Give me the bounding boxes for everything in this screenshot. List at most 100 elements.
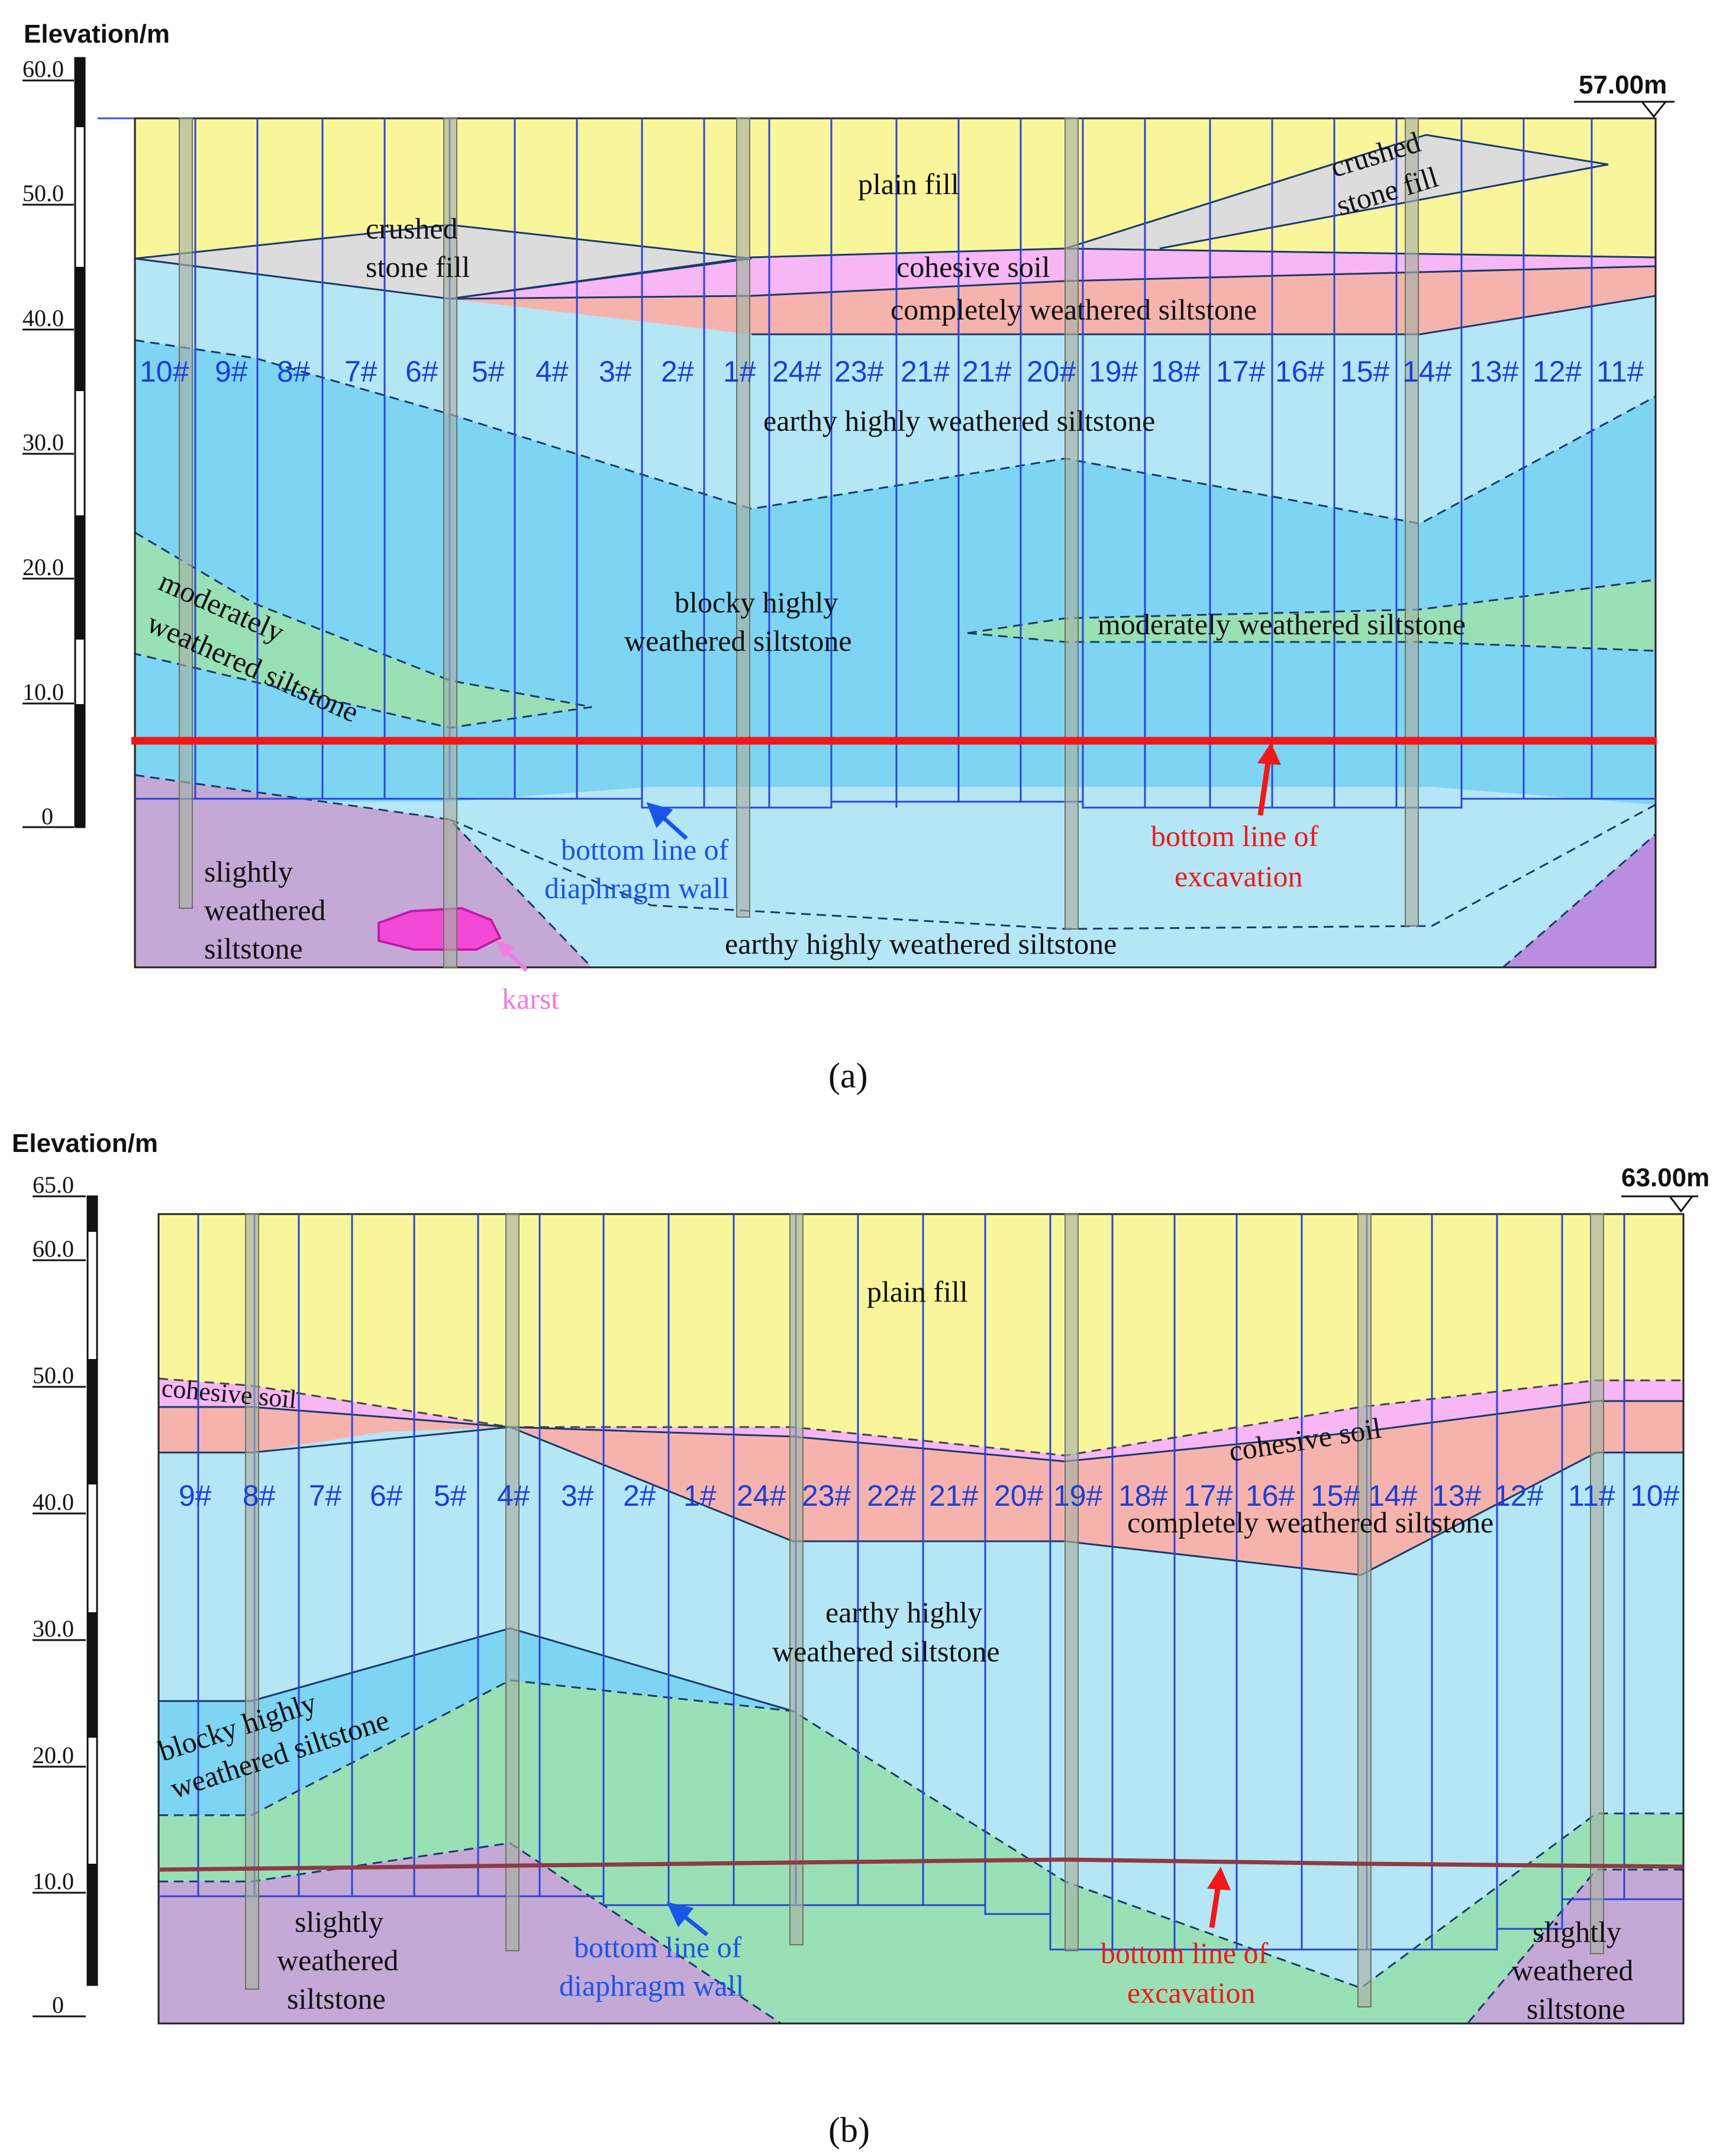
pile-label: 2# xyxy=(623,1479,656,1512)
panel-b-boreholes xyxy=(245,1213,1604,2007)
moderately-weathered-left xyxy=(135,532,592,728)
layer-label-completely-weathered: completely weathered siltstone xyxy=(1127,1506,1493,1539)
panel-b-boundaries xyxy=(157,1213,1685,2025)
layer-label-earthy-2: weathered siltstone xyxy=(772,1635,1000,1668)
diaphragm-line-label-2: diaphragm wall xyxy=(559,1969,744,2002)
pile-label: 21# xyxy=(901,355,950,388)
panel-a-top-elevation-marker: 57.00m xyxy=(98,70,1675,120)
panel-b-scale-bar xyxy=(86,1195,98,1986)
borehole xyxy=(1357,1213,1372,2007)
pile-label: 13# xyxy=(1432,1479,1482,1512)
pile-label: 9# xyxy=(179,1479,212,1512)
scale-tick-label: 40.0 xyxy=(33,1489,74,1515)
layer-label-stone-fill: stone fill xyxy=(366,250,470,283)
pile-label: 19# xyxy=(1053,1479,1103,1512)
pile-label: 12# xyxy=(1494,1479,1544,1512)
panel-a-annotations: bottom line of diaphragm wall bottom lin… xyxy=(496,743,1319,1015)
pile-label: 9# xyxy=(215,355,248,388)
scale-tick-label: 10.0 xyxy=(33,1868,74,1894)
scale-tick-label: 65.0 xyxy=(33,1171,74,1198)
layer-label-slightly-left-3: siltstone xyxy=(287,1982,386,2015)
layer-label-blocky: blocky highly xyxy=(675,586,838,619)
pile-label: 5# xyxy=(434,1479,467,1512)
layer-label-plain-fill: plain fill xyxy=(858,167,959,201)
karst-cavity xyxy=(378,906,502,951)
borehole xyxy=(245,1213,259,1990)
panel-a-scale-bar xyxy=(74,57,86,828)
excavation-bottom-line xyxy=(158,1857,1684,1872)
pile-label: 18# xyxy=(1151,355,1201,388)
diaphragm-line-label: bottom line of xyxy=(574,1931,742,1964)
pile-label: 3# xyxy=(599,355,632,388)
pile-label: 1# xyxy=(723,355,756,388)
pile-label: 6# xyxy=(370,1479,403,1512)
layer-label-crushed: crushed xyxy=(366,212,458,245)
excavation-line-label-2: excavation xyxy=(1127,1976,1256,2009)
slightly-weathered-layer-right xyxy=(1467,1870,1683,2023)
excavation-line-label-2: excavation xyxy=(1175,860,1303,893)
borehole xyxy=(505,1213,520,1951)
pile-label: 18# xyxy=(1118,1479,1168,1512)
borehole xyxy=(789,1213,804,1945)
panel-a-pile-labels: 10# 9# 8# 7# 6# 5# 4# 3# 2# 1# 24# 23# 2… xyxy=(140,355,1644,388)
top-elevation-label: 57.00m xyxy=(1579,70,1667,99)
pile-label: 21# xyxy=(962,355,1012,388)
layer-label-slightly-2: weathered xyxy=(204,893,325,927)
pile-label: 15# xyxy=(1311,1479,1360,1512)
panel-a-caption: (a) xyxy=(828,1056,868,1095)
pile-label: 19# xyxy=(1089,355,1138,388)
scale-tick-label: 20.0 xyxy=(22,554,64,580)
scale-tick-label: 60.0 xyxy=(33,1235,74,1262)
crushed-stone-fill-right xyxy=(1065,135,1608,248)
pile-label: 10# xyxy=(1630,1479,1680,1512)
scale-tick-label: 30.0 xyxy=(33,1615,74,1642)
layer-label-earthy-highly-weathered: earthy highly weathered siltstone xyxy=(763,404,1155,437)
pile-label: 16# xyxy=(1275,355,1325,388)
panel-a-elevation-label: Elevation/m xyxy=(24,20,170,49)
panel-b-annotations: bottom line of diaphragm wall bottom lin… xyxy=(559,1867,1269,2009)
pile-label: 1# xyxy=(683,1479,717,1512)
layer-label-moderately-right: moderately weathered siltstone xyxy=(1098,608,1466,641)
panel-a-strata xyxy=(135,118,1656,967)
below-excavation-earthy-band xyxy=(135,743,1656,772)
pile-label: 16# xyxy=(1246,1479,1295,1512)
pile-label: 17# xyxy=(1183,1479,1233,1512)
panel-a: Elevation/m 60.0 50.0 40.0 30.0 20.0 10.… xyxy=(22,20,1675,1095)
scale-tick-label: 0 xyxy=(52,1992,64,2018)
slightly-weathered-layer-left xyxy=(159,1843,781,2023)
scale-tick-label: 60.0 xyxy=(22,56,64,82)
layer-label-slightly-right: slightly xyxy=(1533,1915,1621,1948)
panel-b-elevation-label: Elevation/m xyxy=(12,1129,158,1158)
moderately-weathered-right xyxy=(967,580,1656,651)
pile-label: 14# xyxy=(1368,1479,1418,1512)
pile-label: 4# xyxy=(535,355,569,388)
layer-label-slightly-right-3: siltstone xyxy=(1527,1992,1625,2025)
panel-b-caption: (b) xyxy=(828,2110,870,2149)
layer-label-plain-fill: plain fill xyxy=(867,1275,968,1308)
layer-label-earthy-bottom: earthy highly weathered siltstone xyxy=(725,927,1117,960)
layer-label-blocky-2: weathered siltstone xyxy=(624,624,852,657)
borehole xyxy=(443,118,457,968)
layer-label-earthy: earthy highly xyxy=(825,1596,982,1629)
layer-label-completely-weathered: completely weathered siltstone xyxy=(891,293,1257,326)
scale-tick-label: 10.0 xyxy=(22,679,64,705)
pile-label: 14# xyxy=(1402,355,1452,388)
pile-label: 8# xyxy=(277,355,310,388)
borehole xyxy=(736,118,750,918)
pile-label: 17# xyxy=(1216,355,1266,388)
panel-a-scale-ticks: 60.0 50.0 40.0 30.0 20.0 10.0 0 xyxy=(22,56,74,830)
pile-label: 3# xyxy=(561,1479,594,1512)
layer-label-slightly-left-2: weathered xyxy=(277,1944,398,1977)
pile-label: 23# xyxy=(802,1479,851,1512)
borehole xyxy=(179,118,193,909)
scale-tick-label: 50.0 xyxy=(33,1362,74,1389)
panel-b-pile-labels: 9# 8# 7# 6# 5# 4# 3# 2# 1# 24# 23# 22# 2… xyxy=(179,1479,1680,1512)
pile-label: 23# xyxy=(834,355,884,388)
cohesive-soil-right xyxy=(510,1380,1683,1461)
pile-label: 22# xyxy=(867,1479,917,1512)
top-elevation-label: 63.00m xyxy=(1621,1163,1709,1192)
pile-label: 8# xyxy=(243,1479,276,1512)
pile-label: 11# xyxy=(1568,1479,1615,1512)
pile-label: 6# xyxy=(405,355,438,388)
